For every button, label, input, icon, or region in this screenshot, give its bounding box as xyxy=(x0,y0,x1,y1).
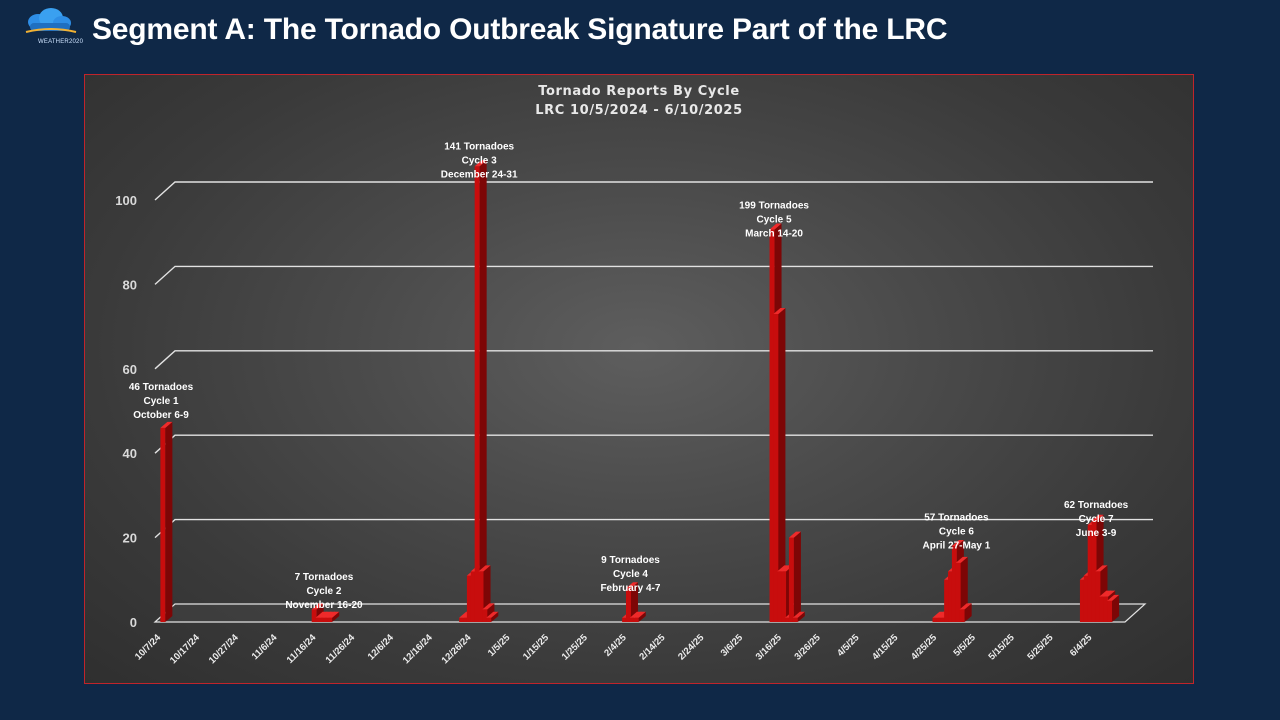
gridline xyxy=(154,181,1153,201)
x-tick-label: 5/5/25 xyxy=(951,632,978,659)
x-tick-label: 2/4/25 xyxy=(602,632,629,659)
x-tick-label: 10/17/24 xyxy=(168,632,202,666)
x-tick-label: 3/26/25 xyxy=(793,632,824,663)
annotation: 46 Tornadoes Cycle 1 October 6-9 xyxy=(129,382,194,421)
gridline xyxy=(154,265,1153,285)
annotation: 57 Tornadoes Cycle 6 April 27-May 1 xyxy=(922,513,990,552)
bar xyxy=(625,582,638,622)
header: WEATHER2020 Segment A: The Tornado Outbr… xyxy=(0,0,1280,66)
annotation: 62 Tornadoes Cycle 7 June 3-9 xyxy=(1064,500,1129,539)
x-tick-label: 11/16/24 xyxy=(285,632,319,666)
y-axis-ticks: 0 20 40 60 80 100 xyxy=(115,193,137,630)
x-tick-label: 1/15/25 xyxy=(521,632,552,663)
bars xyxy=(160,160,1120,623)
x-axis-ticks: 10/7/24 10/17/24 10/27/24 11/6/24 11/16/24 11… xyxy=(133,632,1095,666)
x-tick-label: 11/6/24 xyxy=(250,632,280,662)
x-tick-label: 6/4/25 xyxy=(1068,632,1095,659)
gridline xyxy=(154,518,1153,539)
bar xyxy=(327,611,340,622)
bar xyxy=(1107,594,1120,622)
annotation: 141 Tornadoes Cycle 3 December 24-31 xyxy=(441,141,518,180)
x-tick-label: 12/6/24 xyxy=(366,632,397,663)
weather2020-logo: WEATHER2020 xyxy=(18,6,84,46)
chart-subtitle: LRC 10/5/2024 - 6/10/2025 xyxy=(535,103,742,118)
x-tick-label: 5/25/25 xyxy=(1025,632,1056,663)
bar xyxy=(486,611,499,622)
bar xyxy=(792,611,805,622)
y-tick-label: 100 xyxy=(115,193,137,208)
annotation: 9 Tornadoes Cycle 4 February 4-7 xyxy=(600,555,660,594)
x-tick-label: 2/24/25 xyxy=(676,632,707,663)
bar xyxy=(474,160,487,622)
page-title: Segment A: The Tornado Outbreak Signatur… xyxy=(92,13,948,46)
x-tick-label: 1/25/25 xyxy=(560,632,591,663)
chart-frame: Tornado Reports By Cycle LRC 10/5/2024 -… xyxy=(84,74,1194,684)
x-tick-label: 4/25/25 xyxy=(909,632,940,663)
x-tick-label: 10/7/24 xyxy=(133,632,164,663)
x-tick-label: 12/26/24 xyxy=(440,632,474,666)
tornado-chart: Tornado Reports By Cycle LRC 10/5/2024 -… xyxy=(115,84,1153,666)
x-tick-label: 3/6/25 xyxy=(719,632,746,659)
logo-text: WEATHER2020 xyxy=(38,39,84,45)
x-tick-label: 11/26/24 xyxy=(324,632,358,666)
x-tick-label: 5/15/25 xyxy=(987,632,1018,663)
gridline xyxy=(154,434,1153,454)
x-tick-label: 2/14/25 xyxy=(637,632,668,663)
chart-title: Tornado Reports By Cycle xyxy=(538,84,740,99)
y-tick-label: 80 xyxy=(123,277,137,292)
gridline xyxy=(154,350,1153,370)
annotation: 7 Tornadoes Cycle 2 November 16-20 xyxy=(285,572,363,611)
bar xyxy=(788,531,801,622)
bar xyxy=(633,611,646,622)
bar xyxy=(160,421,173,622)
y-tick-label: 60 xyxy=(123,362,137,377)
bar xyxy=(773,307,786,622)
cloud-icon xyxy=(25,8,77,33)
x-tick-label: 4/5/25 xyxy=(835,632,862,659)
x-tick-label: 12/16/24 xyxy=(401,632,435,666)
y-tick-label: 20 xyxy=(123,531,137,546)
x-tick-label: 3/16/25 xyxy=(754,632,785,663)
x-tick-label: 10/27/24 xyxy=(207,632,241,666)
x-tick-label: 1/5/25 xyxy=(486,632,513,659)
x-tick-label: 4/15/25 xyxy=(870,632,901,663)
annotation: 199 Tornadoes Cycle 5 March 14-20 xyxy=(739,200,809,239)
y-tick-label: 40 xyxy=(123,446,137,461)
gridlines xyxy=(153,181,1153,623)
annotations: 46 Tornadoes Cycle 1 October 6-9 7 Tornadoe… xyxy=(129,141,1129,610)
bar xyxy=(959,603,972,622)
y-tick-label: 0 xyxy=(130,615,137,630)
